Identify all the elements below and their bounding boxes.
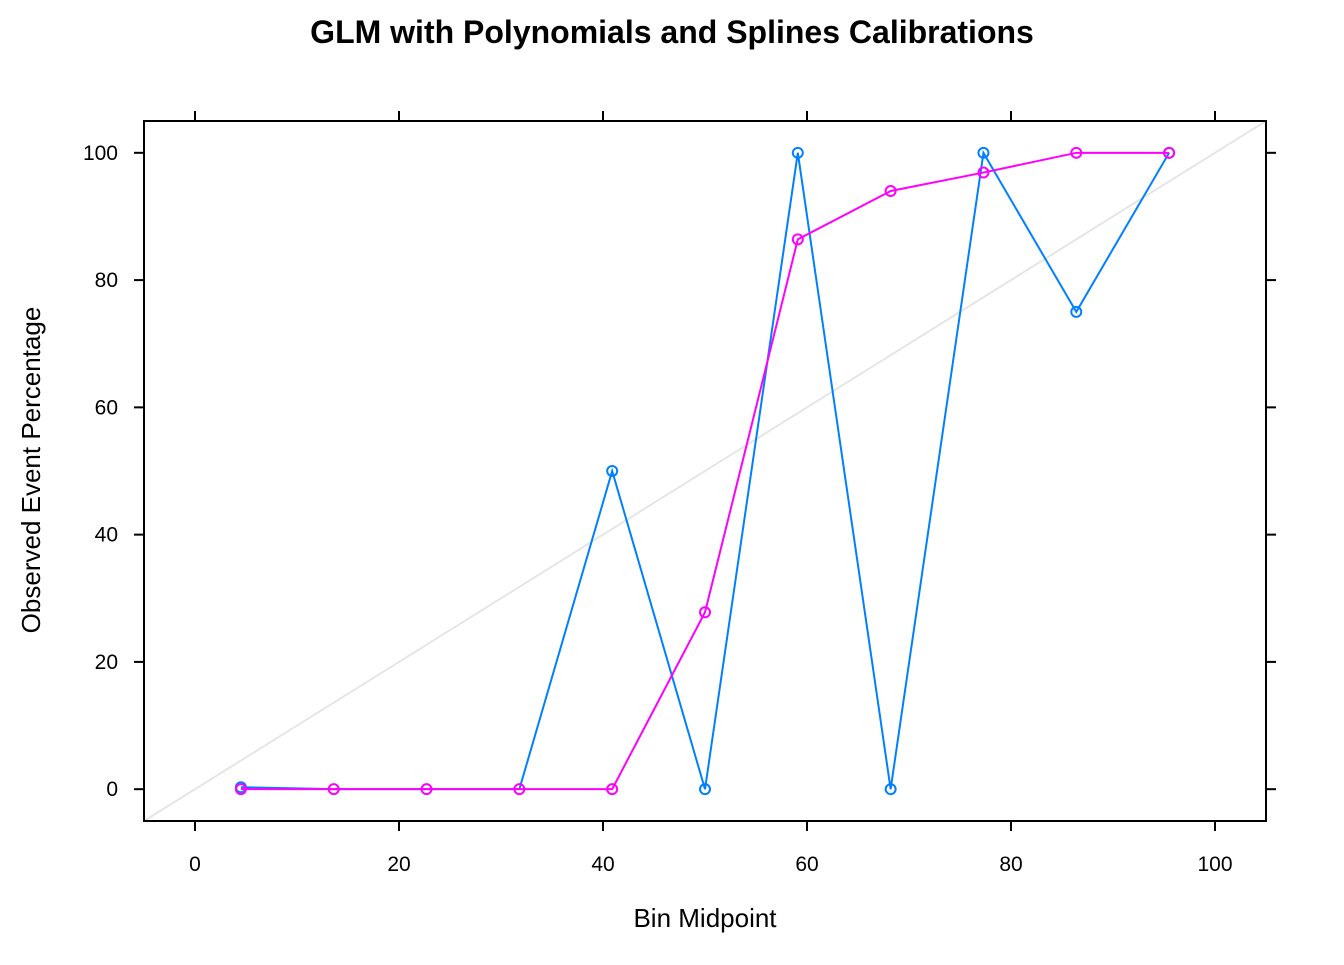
series-1-point: [791, 146, 804, 159]
series-2-point: [1070, 146, 1083, 159]
y-tick-label: 60: [95, 396, 118, 419]
series-2-point: [327, 783, 340, 796]
y-tick-label: 40: [95, 524, 118, 547]
series-2-point: [420, 783, 433, 796]
series-2-point: [977, 166, 990, 179]
series-2-point: [699, 606, 711, 619]
series-1-point: [606, 465, 619, 477]
x-tick-label: 0: [189, 853, 201, 876]
series-1-point: [977, 146, 990, 159]
series-2-point: [513, 783, 526, 796]
y-tick-label: 0: [106, 778, 118, 801]
x-tick-label: 80: [999, 853, 1022, 876]
plot-frame: [143, 120, 1267, 822]
series-1-point: [884, 783, 897, 796]
series-2-point: [791, 233, 804, 246]
series-2-line: [240, 151, 1170, 791]
series-1-point: [1070, 305, 1083, 318]
y-axis-label: Observed Event Percentage: [16, 307, 46, 634]
x-tick-label: 20: [387, 853, 410, 876]
series-2-point: [884, 185, 897, 197]
plot-layer: 0 20 40 60 80 100 0 20 40 60 80 100: [83, 111, 1276, 876]
series-2-point: [1163, 146, 1176, 159]
x-tick-label: 100: [1197, 853, 1232, 876]
x-tick-label: 40: [591, 853, 614, 876]
reference-diagonal-line: [143, 120, 1267, 822]
series-2-point: [234, 783, 247, 796]
chart-title: GLM with Polynomials and Splines Calibra…: [310, 14, 1034, 50]
y-tick-label: 20: [95, 651, 118, 674]
x-tick-label: 60: [795, 853, 818, 876]
x-axis-label: Bin Midpoint: [633, 903, 777, 933]
y-tick-label: 100: [83, 142, 118, 165]
y-tick-label: 80: [95, 269, 118, 292]
series-2-point: [606, 783, 619, 796]
series-1-point: [699, 783, 711, 796]
